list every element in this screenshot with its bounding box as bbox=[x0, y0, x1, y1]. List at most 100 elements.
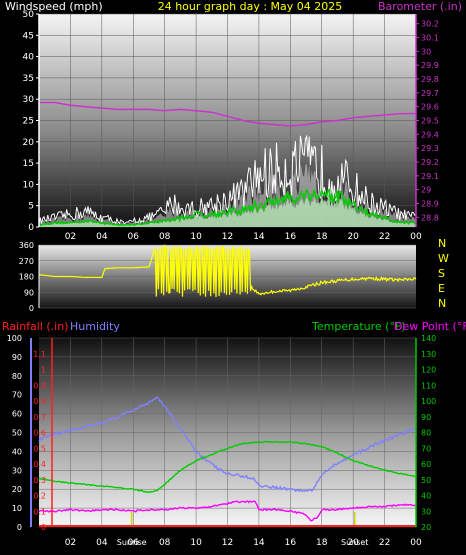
temperature-tick-label: 40 bbox=[421, 492, 431, 501]
rain-tick-label: 0.8 bbox=[33, 397, 46, 406]
temperature-tick-label: 120 bbox=[421, 366, 436, 375]
y-tick-label: 15 bbox=[23, 159, 34, 169]
y-tick-label: 360 bbox=[19, 241, 34, 250]
y-tick-label: 0 bbox=[29, 304, 34, 313]
temperature-title: Temperature (°F) bbox=[311, 320, 406, 333]
x-tick-label: 04 bbox=[96, 232, 108, 242]
y-tick-label: 25 bbox=[23, 117, 34, 127]
rain-tick-label: 1 bbox=[41, 366, 46, 375]
y2-tick-label: 29.7 bbox=[421, 89, 439, 98]
x-tick-label: 16 bbox=[285, 538, 297, 548]
series-group bbox=[38, 101, 417, 227]
rain-tick-label: 0.6 bbox=[33, 429, 46, 438]
x-tick-label: 18 bbox=[316, 232, 328, 242]
y2-tick-label: 30 bbox=[421, 47, 431, 56]
temperature-tick-label: 20 bbox=[421, 523, 431, 532]
x-tick-label: 00 bbox=[410, 538, 422, 548]
series-avg-wind-line bbox=[38, 188, 417, 227]
avg-wind-area bbox=[39, 197, 416, 227]
humidity-tick-label: 60 bbox=[12, 410, 22, 419]
y-axis-ticks: 0 90 180 270 360 bbox=[19, 241, 34, 313]
windspeed-title: Windspeed (mph) bbox=[5, 0, 103, 13]
y2-tick-label: 29.8 bbox=[421, 75, 439, 84]
x-tick-label: 08 bbox=[159, 538, 171, 548]
y-axis-ticks: 0 5 10 15 20 25 30 35 40 45 50 bbox=[23, 10, 39, 233]
y-tick-label: 270 bbox=[19, 257, 34, 266]
y-tick-label: 5 bbox=[28, 202, 34, 212]
y2-tick-label: 29.4 bbox=[421, 130, 439, 139]
series-wind-direction-line bbox=[38, 243, 417, 298]
compass-label: N bbox=[438, 237, 446, 250]
temperature-tick-label: 70 bbox=[421, 444, 431, 453]
x-axis-ticks: 02 04 06 08 10 12 14 16 18 20 22 00 bbox=[65, 538, 422, 548]
temperature-axis-ticks: 20 30 40 50 60 70 80 90 100 110 120 130 140 bbox=[421, 334, 436, 532]
y-tick-label: 20 bbox=[23, 138, 35, 148]
humidity-tick-label: 10 bbox=[12, 504, 22, 513]
humidity-axis-ticks: 0 10 20 30 40 50 60 70 80 90 100 bbox=[7, 334, 22, 532]
series-group bbox=[38, 243, 417, 298]
humidity-tick-label: 30 bbox=[12, 466, 22, 475]
rain-tick-label: 0.3 bbox=[33, 476, 46, 485]
series-dewpoint-line bbox=[38, 500, 417, 522]
y2-tick-label: 29.3 bbox=[421, 144, 439, 153]
y2-axis-ticks: 28.8 28.9 29 29.1 29.2 29.3 29.4 29.5 29.6 29.7 29… bbox=[416, 20, 439, 222]
temperature-tick-label: 60 bbox=[421, 460, 431, 469]
x-axis-ticks: 02 04 06 08 10 12 14 16 18 20 22 00 bbox=[65, 232, 422, 242]
dewpoint-title: Dew Point (°F) bbox=[394, 320, 466, 333]
humidity-tick-label: 40 bbox=[12, 447, 22, 456]
x-tick-label: 22 bbox=[379, 232, 390, 242]
compass-label: N bbox=[438, 297, 446, 310]
sun-markers: Sunrise Sunset bbox=[117, 512, 368, 547]
sunrise-label: Sunrise bbox=[117, 538, 147, 547]
rain-tick-label: 1.1 bbox=[33, 350, 46, 359]
y2-tick-label: 29.2 bbox=[421, 158, 439, 167]
x-tick-label: 06 bbox=[128, 538, 140, 548]
humidity-title: Humidity bbox=[70, 320, 120, 333]
y2-tick-label: 29.6 bbox=[421, 103, 439, 112]
humidity-tick-label: 20 bbox=[12, 485, 22, 494]
x-tick-label: 02 bbox=[65, 538, 76, 548]
x-tick-label: 04 bbox=[96, 538, 108, 548]
x-tick-label: 02 bbox=[65, 232, 76, 242]
x-tick-label: 06 bbox=[128, 232, 140, 242]
x-tick-label: 18 bbox=[316, 538, 328, 548]
compass-label: W bbox=[438, 252, 449, 265]
sunset-label: Sunset bbox=[341, 538, 368, 547]
y-tick-label: 40 bbox=[23, 53, 35, 63]
x-tick-label: 14 bbox=[253, 538, 265, 548]
rain-axis-ticks: 0 0.1 0.2 0.3 0.4 0.5 0.6 0.7 0.8 0.9 1 1.1 bbox=[33, 350, 46, 532]
series-temperature-line bbox=[38, 440, 417, 494]
x-tick-label: 12 bbox=[222, 538, 233, 548]
humidity-tick-label: 50 bbox=[12, 429, 22, 438]
temperature-tick-label: 140 bbox=[421, 334, 436, 343]
rain-tick-label: 0.7 bbox=[33, 413, 46, 422]
x-tick-label: 12 bbox=[222, 232, 233, 242]
temperature-tick-label: 80 bbox=[421, 429, 431, 438]
humidity-tick-label: 90 bbox=[12, 353, 22, 362]
barometer-title: Barometer (.in) bbox=[378, 0, 462, 13]
rain-tick-label: 0.9 bbox=[33, 381, 46, 390]
y2-tick-label: 30.2 bbox=[421, 20, 439, 29]
series-humidity-line bbox=[38, 396, 417, 493]
y-tick-label: 90 bbox=[24, 288, 34, 297]
temperature-tick-label: 130 bbox=[421, 350, 436, 359]
x-tick-label: 00 bbox=[410, 232, 422, 242]
x-tick-label: 10 bbox=[190, 232, 202, 242]
rain-tick-label: 0.2 bbox=[33, 492, 46, 501]
temperature-tick-label: 90 bbox=[421, 413, 431, 422]
y2-tick-label: 28.9 bbox=[421, 199, 439, 208]
compass-label: E bbox=[438, 282, 445, 295]
humidity-tick-label: 80 bbox=[12, 372, 22, 381]
y-tick-label: 35 bbox=[23, 74, 34, 84]
x-tick-label: 22 bbox=[379, 538, 390, 548]
humidity-tick-label: 0 bbox=[17, 523, 22, 532]
rain-tick-label: 0.5 bbox=[33, 444, 46, 453]
rain-tick-label: 0 bbox=[41, 523, 46, 532]
y2-tick-label: 30.1 bbox=[421, 34, 439, 43]
rain-tick-label: 0.4 bbox=[33, 460, 46, 469]
series-barometer-line bbox=[39, 101, 416, 127]
